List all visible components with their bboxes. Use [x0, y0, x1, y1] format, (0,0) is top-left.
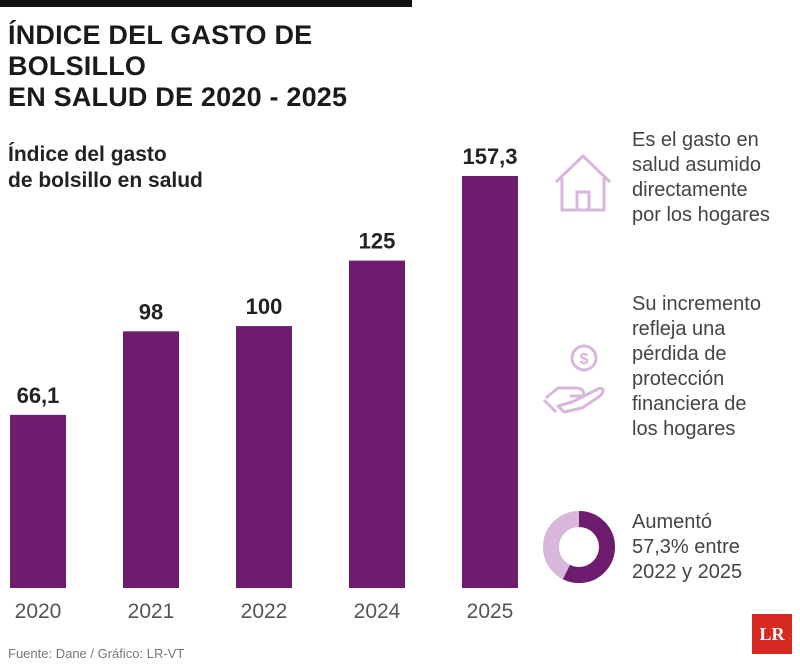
title-line-2: EN SALUD DE 2020 - 2025	[8, 82, 348, 112]
note-line: Aumentó	[632, 511, 713, 533]
bar-2022	[236, 326, 292, 588]
note-line: directamente	[632, 179, 748, 201]
title-rule	[0, 0, 412, 7]
note-line: refleja una	[632, 318, 726, 340]
note-household-spending: Es el gasto en salud asumido directament…	[632, 128, 800, 228]
donut-icon	[543, 511, 615, 583]
note-line: 57,3% entre	[632, 536, 740, 558]
bar-chart: 66,1 2020 98 2021 100 2022 125 2024 157,3 2025	[10, 144, 518, 623]
bar-2021	[123, 331, 179, 588]
note-increase: Aumentó 57,3% entre 2022 y 2025	[632, 510, 800, 585]
title-line-1: ÍNDICE DEL GASTO DE BOLSILLO	[8, 20, 313, 81]
data-label-2025: 157,3	[462, 144, 517, 169]
note-line: financiera de	[632, 393, 747, 415]
y-axis-label-line-2: de bolsillo en salud	[8, 169, 203, 192]
bar-2025	[462, 176, 518, 588]
note-line: por los hogares	[632, 204, 770, 226]
donut-arc	[543, 511, 615, 583]
data-label-2024: 125	[359, 229, 396, 254]
data-label-2021: 98	[139, 299, 163, 324]
note-line: Es el gasto en	[632, 129, 759, 151]
svg-text:$: $	[580, 351, 589, 368]
x-tick-label-2020: 2020	[15, 600, 62, 623]
note-line: salud asumido	[632, 154, 761, 176]
note-line: 2022 y 2025	[632, 561, 743, 583]
x-tick-label-2021: 2021	[128, 600, 175, 623]
note-line: Su incremento	[632, 293, 761, 315]
data-label-2022: 100	[246, 294, 283, 319]
note-financial-protection: Su incremento refleja una pérdida de pro…	[632, 292, 800, 442]
house-icon	[554, 154, 612, 212]
note-line: los hogares	[632, 418, 736, 440]
data-label-2020: 66,1	[17, 383, 60, 408]
lr-logo: LR	[752, 614, 792, 654]
hand-coin-icon: $	[542, 344, 605, 414]
y-axis-label-line-1: Índice del gasto	[8, 143, 167, 166]
page-title: ÍNDICE DEL GASTO DE BOLSILLO EN SALUD DE…	[8, 20, 428, 113]
note-line: protección	[632, 368, 725, 390]
source-note: Fuente: Dane / Gráfico: LR-VT	[8, 646, 185, 661]
bar-2024	[349, 260, 405, 588]
y-axis-label: Índice del gasto de bolsillo en salud	[8, 142, 258, 194]
note-line: pérdida de	[632, 343, 727, 365]
x-tick-label-2022: 2022	[241, 600, 288, 623]
x-tick-label-2025: 2025	[467, 600, 514, 623]
bar-2020	[10, 414, 66, 588]
x-tick-label-2024: 2024	[354, 600, 401, 623]
